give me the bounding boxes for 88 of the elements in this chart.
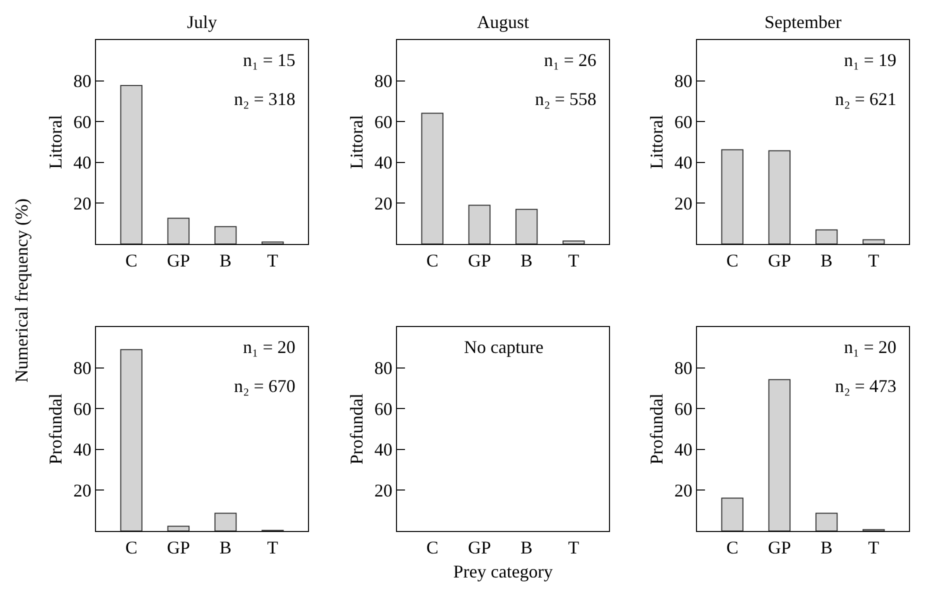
bar <box>421 112 444 244</box>
annotation: n₁ = 19 <box>844 50 896 70</box>
annotation: n₁ = 20 <box>844 337 896 357</box>
y-axis-title: Littoral <box>646 115 667 169</box>
x-tick-label: C <box>726 538 738 558</box>
x-tick-label: GP <box>166 538 190 558</box>
bar <box>120 84 142 244</box>
y-tick-label: 20 <box>674 480 692 500</box>
annotation: n₂ = 621 <box>835 89 896 109</box>
chart-title: September <box>764 12 842 32</box>
bar <box>120 349 142 531</box>
chart-title: July <box>186 12 218 32</box>
y-tick-label: 20 <box>374 480 392 500</box>
x-tick-label: B <box>520 250 533 271</box>
y-tick-label: 80 <box>374 358 392 378</box>
y-axis-title: Littoral <box>46 115 66 169</box>
annotation: n₁ = 20 <box>243 337 296 357</box>
x-tick-label: GP <box>468 538 491 558</box>
x-tick-label: GP <box>768 250 791 271</box>
y-axis-title: Profundal <box>346 394 367 464</box>
bar <box>768 379 791 531</box>
bar <box>721 498 744 531</box>
y-tick-label: 80 <box>73 358 92 378</box>
bar <box>562 240 585 244</box>
y-tick-label: 40 <box>674 440 692 460</box>
y-tick-label: 60 <box>374 398 392 419</box>
x-tick-label: B <box>220 250 232 271</box>
bar <box>167 526 190 531</box>
y-tick-label: 80 <box>73 71 92 92</box>
y-axis-title: Littoral <box>346 115 367 169</box>
bar <box>214 512 237 531</box>
y-tick-label: 80 <box>674 358 692 378</box>
x-tick-label: B <box>820 538 833 558</box>
annotation: n₁ = 15 <box>243 50 296 70</box>
y-tick-label: 40 <box>374 152 392 173</box>
x-tick-label: C <box>426 250 438 271</box>
y-tick-label: 60 <box>674 112 692 132</box>
y-tick-label: 40 <box>73 152 92 173</box>
y-tick-label: 40 <box>73 440 92 460</box>
x-tick-label: T <box>568 538 580 558</box>
y-tick-label: 60 <box>674 398 692 419</box>
bar <box>862 239 885 244</box>
x-tick-label: GP <box>768 538 791 558</box>
bar <box>815 229 838 244</box>
y-tick-label: 40 <box>374 440 392 460</box>
y-tick-label: 80 <box>674 71 692 92</box>
y-tick-label: 20 <box>674 194 692 214</box>
y-tick-label: 20 <box>73 480 92 500</box>
annotation: No capture <box>464 337 544 357</box>
y-tick-label: 80 <box>374 71 392 92</box>
y-tick-label: 40 <box>674 152 692 173</box>
bar <box>768 150 791 244</box>
x-tick-label: B <box>520 538 533 558</box>
y-tick-label: 60 <box>73 398 92 419</box>
annotation: n₂ = 318 <box>234 89 296 109</box>
annotation: n₂ = 558 <box>535 89 596 109</box>
x-axis-title: Prey category <box>453 562 553 582</box>
bar <box>214 226 237 244</box>
bar <box>262 241 284 244</box>
x-tick-label: B <box>220 538 232 558</box>
y-tick-label: 60 <box>374 112 392 132</box>
x-tick-label: T <box>568 250 580 271</box>
bar <box>468 204 491 244</box>
x-tick-label: T <box>267 250 278 271</box>
annotation: n₂ = 473 <box>835 376 896 396</box>
chart-title: August <box>476 12 530 32</box>
text: Numerical frequency (%) <box>11 198 32 382</box>
y-tick-label: 60 <box>73 112 92 132</box>
annotation: n₂ = 670 <box>234 376 296 396</box>
bar <box>167 218 190 244</box>
x-tick-label: C <box>125 538 138 558</box>
x-tick-label: B <box>820 250 833 271</box>
x-tick-label: GP <box>166 250 190 271</box>
x-tick-label: GP <box>468 250 491 271</box>
bar <box>721 149 744 244</box>
y-axis-title: Profundal <box>646 394 667 464</box>
x-tick-label: C <box>125 250 138 271</box>
bar <box>515 208 538 244</box>
y-tick-label: 20 <box>374 194 392 214</box>
y-axis-title: Profundal <box>46 394 66 464</box>
bar <box>815 512 838 531</box>
annotation: n₁ = 26 <box>544 50 596 70</box>
y-tick-label: 20 <box>73 194 92 214</box>
x-tick-label: T <box>267 538 278 558</box>
x-tick-label: C <box>426 538 438 558</box>
x-tick-label: T <box>868 538 880 558</box>
x-tick-label: T <box>868 250 880 271</box>
x-tick-label: C <box>726 250 738 271</box>
